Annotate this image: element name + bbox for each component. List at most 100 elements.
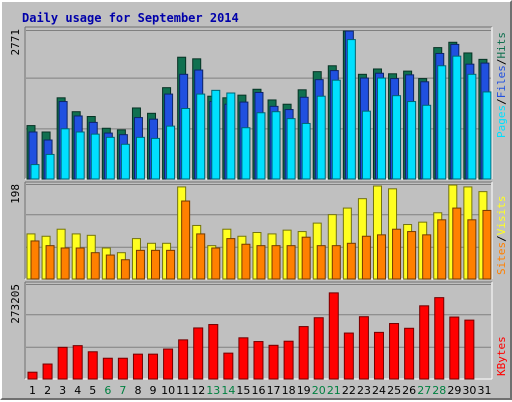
legend-visits: Visits: [495, 196, 508, 236]
x-tick-label: 8: [134, 384, 141, 397]
legend-kbytes: KBytes: [495, 336, 508, 376]
kbytes-bar-kbytes: [419, 305, 430, 380]
traffic-bar-pages: [181, 107, 191, 180]
chart-title: Daily usage for September 2014: [22, 11, 239, 25]
x-tick-label: 27: [417, 384, 431, 397]
visits-bar-sites: [392, 228, 402, 280]
x-tick-label: 16: [252, 384, 266, 397]
x-tick-label: 14: [221, 384, 235, 397]
visits-ymax-label: 198: [9, 184, 22, 204]
legend-sites: Sites: [495, 242, 508, 275]
kbytes-bar-kbytes: [117, 357, 128, 380]
traffic-bar-pages: [226, 92, 236, 180]
traffic-bar-pages: [75, 131, 85, 180]
traffic-bar-pages: [467, 73, 477, 180]
visits-bar-sites: [45, 245, 55, 280]
x-tick-label: 20: [312, 384, 326, 397]
visits-bar-sites: [346, 242, 356, 280]
x-tick-label: 26: [402, 384, 416, 397]
visits-bar-sites: [226, 238, 236, 280]
kbytes-ymax-label: 273205: [9, 284, 22, 324]
x-tick-label: 12: [191, 384, 205, 397]
x-tick-label: 23: [357, 384, 371, 397]
kbytes-bar-kbytes: [163, 348, 174, 380]
traffic-bar-pages: [90, 133, 100, 180]
traffic-bar-pages: [166, 125, 176, 180]
visits-bar-sites: [482, 209, 492, 280]
traffic-bar-pages: [361, 110, 371, 180]
kbytes-bar-kbytes: [148, 353, 159, 380]
x-tick-label: 21: [327, 384, 341, 397]
x-tick-label: 17: [267, 384, 281, 397]
kbytes-bar-kbytes: [358, 316, 369, 380]
visits-legend: Sites/Visits: [495, 196, 508, 276]
kbytes-bar-kbytes: [449, 316, 460, 380]
kbytes-bar-kbytes: [268, 344, 279, 380]
visits-bar-sites: [151, 249, 161, 280]
visits-bar-sites: [407, 231, 417, 280]
x-tick-label: 7: [119, 384, 126, 397]
visits-bar-sites: [120, 259, 130, 280]
traffic-ymax-label: 2771: [9, 29, 22, 56]
visits-bar-sites: [135, 249, 145, 280]
kbytes-bar-kbytes: [72, 345, 83, 380]
kbytes-bar-kbytes: [132, 353, 143, 380]
traffic-bar-pages: [196, 93, 206, 180]
x-tick-label: 9: [150, 384, 157, 397]
kbytes-bar-kbytes: [223, 352, 234, 380]
traffic-bar-pages: [392, 95, 402, 180]
kbytes-bar-kbytes: [298, 326, 309, 380]
visits-panel: 198 Sites/Visits: [9, 181, 508, 280]
traffic-bar-pages: [241, 127, 251, 180]
kbytes-bar-kbytes: [208, 324, 219, 380]
visits-bar-sites: [105, 254, 115, 280]
visits-bar-sites: [376, 234, 386, 280]
x-tick-label: 6: [104, 384, 111, 397]
kbytes-bar-kbytes: [404, 327, 415, 380]
traffic-bar-pages: [256, 112, 266, 180]
x-tick-label: 31: [477, 384, 491, 397]
traffic-bar-pages: [105, 136, 115, 180]
visits-bar-sites: [181, 200, 191, 280]
x-tick-label: 3: [59, 384, 66, 397]
kbytes-bar-kbytes: [283, 340, 294, 380]
kbytes-bar-kbytes: [193, 327, 204, 380]
traffic-bar-pages: [30, 164, 40, 180]
visits-bar-sites: [166, 249, 176, 280]
visits-bar-sites: [361, 235, 371, 280]
visits-bar-sites: [241, 243, 251, 280]
kbytes-bar-kbytes: [178, 339, 189, 380]
traffic-bar-pages: [151, 137, 161, 180]
traffic-bar-pages: [60, 128, 70, 180]
traffic-bar-pages: [407, 101, 417, 180]
traffic-bar-pages: [286, 118, 296, 180]
x-tick-label: 15: [236, 384, 250, 397]
traffic-bar-pages: [482, 91, 492, 180]
visits-bar-sites: [271, 245, 281, 280]
visits-bar-sites: [331, 245, 341, 280]
kbytes-bar-kbytes: [343, 332, 354, 380]
visits-bar-sites: [60, 247, 70, 280]
kbytes-bar-kbytes: [57, 346, 68, 380]
x-tick-label: 1: [29, 384, 36, 397]
x-tick-label: 28: [432, 384, 446, 397]
kbytes-bar-kbytes: [253, 341, 264, 380]
x-tick-label: 13: [206, 384, 220, 397]
kbytes-bar-kbytes: [27, 371, 38, 380]
traffic-legend: Pages/Files/Hits: [495, 32, 508, 138]
visits-bar-sites: [301, 236, 311, 280]
kbytes-bar-kbytes: [87, 351, 98, 380]
visits-bar-sites: [75, 247, 85, 280]
visits-bar-sites: [256, 245, 266, 280]
traffic-bar-pages: [422, 104, 432, 180]
kbytes-bar-kbytes: [42, 363, 53, 380]
kbytes-bar-kbytes: [102, 357, 113, 380]
kbytes-bar-kbytes: [389, 323, 400, 380]
kbytes-bar-kbytes: [464, 319, 475, 380]
x-tick-label: 19: [297, 384, 311, 397]
legend-files: Files: [495, 65, 508, 98]
x-tick-label: 10: [161, 384, 175, 397]
visits-bar-sites: [196, 233, 206, 280]
traffic-bar-pages: [316, 95, 326, 180]
kbytes-bar-kbytes: [328, 292, 339, 380]
